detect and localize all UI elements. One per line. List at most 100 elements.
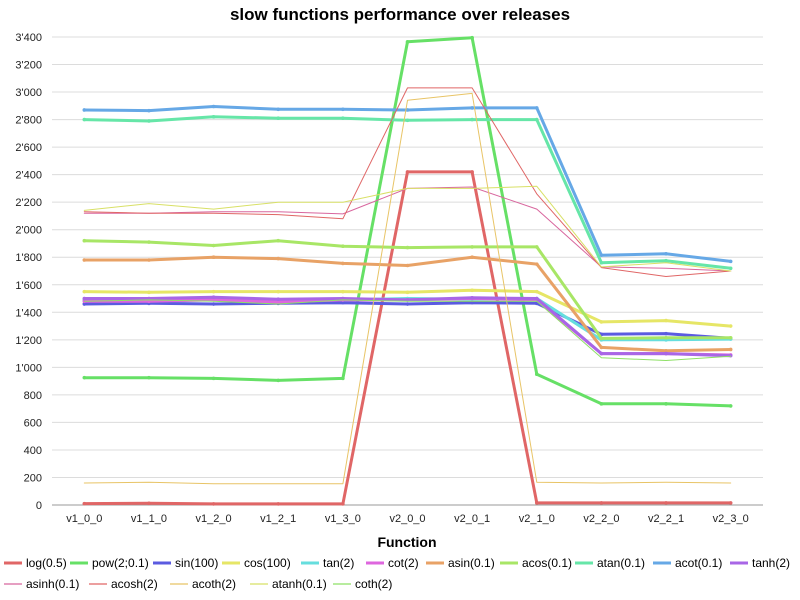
legend: log(0.5) pow(2;0.1) sin(100) cos(100) tan(2)…	[4, 556, 790, 591]
legend-item: acoth(2)	[170, 577, 236, 591]
data-point	[728, 501, 733, 505]
data-point	[405, 40, 410, 44]
data-point	[664, 318, 668, 323]
data-point	[470, 106, 474, 110]
legend-label: acot(0.1)	[675, 556, 722, 570]
x-tick-label: v1_3_0	[325, 513, 361, 525]
x-tick-label: v1_0_0	[66, 513, 102, 525]
data-point	[470, 255, 474, 260]
legend-item: atan(0.1)	[575, 556, 645, 570]
data-point	[341, 244, 345, 249]
data-point	[599, 253, 604, 257]
data-point	[664, 335, 668, 340]
data-point	[599, 402, 604, 406]
legend-item: coth(2)	[333, 577, 392, 591]
data-point	[470, 288, 474, 293]
data-point	[405, 170, 410, 174]
y-tick-label: 600	[24, 417, 42, 429]
data-point	[664, 251, 668, 256]
data-point	[211, 295, 216, 299]
legend-label: cos(100)	[244, 556, 291, 570]
data-point	[534, 117, 539, 122]
data-point	[276, 107, 281, 112]
legend-label: acos(0.1)	[522, 556, 572, 570]
data-point	[728, 266, 733, 271]
data-point	[405, 302, 410, 306]
data-point	[664, 351, 668, 356]
data-point	[276, 289, 281, 294]
data-point	[82, 375, 87, 380]
data-point	[147, 108, 151, 113]
x-tick-label: v2_3_0	[713, 513, 749, 525]
y-tick-label: 200	[24, 472, 42, 484]
legend-item: cot(2)	[366, 556, 419, 570]
legend-label: sin(100)	[175, 556, 218, 570]
series-line-3	[82, 288, 733, 328]
data-point	[341, 116, 345, 121]
y-tick-label: 1'800	[15, 252, 42, 264]
data-point	[147, 119, 151, 123]
y-tick-label: 3'200	[15, 60, 42, 72]
legend-item: tanh(2)	[730, 556, 790, 570]
legend-label: coth(2)	[355, 577, 392, 591]
legend-label: asin(0.1)	[448, 556, 495, 570]
data-point	[276, 502, 281, 506]
data-point	[728, 347, 733, 352]
legend-label: atanh(0.1)	[272, 577, 327, 591]
data-point	[664, 402, 668, 406]
data-point	[405, 108, 410, 112]
x-tick-label: v2_2_0	[583, 513, 619, 525]
data-point	[82, 108, 87, 112]
data-point	[534, 296, 539, 301]
series-line-13	[83, 92, 732, 485]
data-point	[534, 106, 539, 110]
x-tick-label: v2_0_0	[389, 513, 425, 525]
data-point	[728, 353, 733, 358]
data-point	[82, 117, 87, 122]
legend-label: tanh(2)	[752, 556, 790, 570]
legend-label: pow(2;0.1)	[92, 556, 149, 570]
x-tick-label: v1_2_0	[196, 513, 232, 525]
y-tick-label: 0	[36, 500, 42, 512]
data-point	[211, 376, 216, 381]
y-tick-label: 1'400	[15, 307, 42, 319]
data-point	[82, 302, 87, 306]
legend-label: acoth(2)	[192, 577, 236, 591]
y-tick-label: 2'000	[15, 225, 42, 237]
data-point	[534, 245, 539, 249]
data-point	[405, 263, 410, 268]
data-point	[276, 300, 281, 304]
data-point	[341, 107, 345, 112]
series-lines	[82, 35, 733, 506]
data-point	[276, 238, 281, 243]
y-tick-label: 3'400	[15, 32, 42, 44]
data-point	[211, 502, 216, 506]
data-point	[276, 116, 281, 121]
data-point	[470, 296, 474, 300]
data-point	[211, 243, 216, 248]
y-tick-label: 2'400	[15, 170, 42, 182]
data-point	[728, 404, 733, 408]
legend-label: cot(2)	[388, 556, 419, 570]
data-point	[211, 255, 216, 260]
data-point	[82, 258, 87, 262]
legend-item: acot(0.1)	[653, 556, 722, 570]
data-point	[82, 296, 87, 301]
gridlines	[52, 36, 763, 506]
series-line-14	[83, 185, 732, 272]
data-point	[341, 376, 345, 381]
legend-item: pow(2;0.1)	[70, 556, 149, 570]
data-point	[664, 501, 668, 505]
series-line-10	[82, 295, 733, 358]
y-tick-label: 2'600	[15, 142, 42, 154]
legend-item: asinh(0.1)	[4, 577, 79, 591]
legend-item: log(0.5)	[4, 556, 67, 570]
legend-item: asin(0.1)	[426, 556, 495, 570]
data-point	[664, 331, 668, 336]
series-line-1	[82, 36, 733, 408]
series-line-5	[82, 297, 733, 357]
y-tick-label: 2'200	[15, 197, 42, 209]
legend-label: tan(2)	[323, 556, 354, 570]
